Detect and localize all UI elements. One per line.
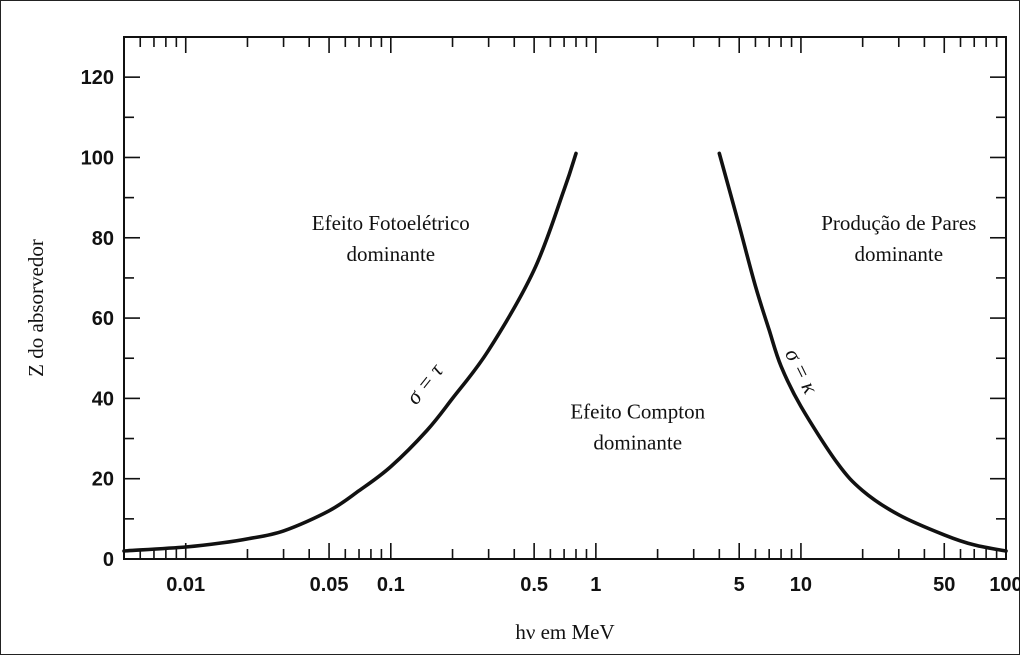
x-tick-label: 0.05 bbox=[310, 574, 349, 596]
series-label: σ = κ bbox=[780, 344, 824, 398]
plot-area bbox=[123, 36, 1007, 560]
y-axis-title: Z do absorvedor bbox=[24, 239, 48, 377]
x-tick-labels: 0.01 0.05 0.1 0.5 1 5 10 50 100 bbox=[166, 574, 1020, 596]
x-tick-label: 10 bbox=[790, 574, 812, 596]
y-tick-label: 0 bbox=[103, 549, 114, 571]
y-tick-label: 60 bbox=[92, 308, 114, 330]
y-tick-label: 40 bbox=[92, 388, 114, 410]
series-line bbox=[717, 151, 1008, 553]
x-tick-label: 0.01 bbox=[166, 574, 205, 596]
y-tick-label: 20 bbox=[92, 469, 114, 491]
x-tick-label: 1 bbox=[590, 574, 601, 596]
series-lines bbox=[122, 151, 1008, 553]
tick-marks bbox=[123, 36, 1007, 560]
series-label: σ = τ bbox=[401, 358, 449, 409]
x-tick-label: 5 bbox=[734, 574, 745, 596]
region-annotation-line: Produção de Pares bbox=[821, 211, 976, 235]
y-tick-label: 100 bbox=[81, 147, 114, 169]
region-annotation: Produção de Pares dominante bbox=[821, 211, 976, 266]
y-tick-label: 80 bbox=[92, 228, 114, 250]
y-tick-label: 120 bbox=[81, 67, 114, 89]
x-tick-label: 0.5 bbox=[520, 574, 548, 596]
region-annotation-line: Efeito Fotoelétrico bbox=[312, 211, 470, 235]
y-tick-labels: 0 20 40 60 80 100 120 bbox=[81, 67, 114, 571]
x-tick-label: 100 bbox=[989, 574, 1020, 596]
region-annotation-line: dominante bbox=[346, 242, 435, 266]
region-annotation-line: Efeito Compton bbox=[570, 399, 705, 423]
region-annotation-line: dominante bbox=[593, 430, 682, 454]
x-tick-label: 50 bbox=[933, 574, 955, 596]
region-annotation: Efeito Fotoelétrico dominante bbox=[312, 211, 470, 266]
region-annotation: Efeito Compton dominante bbox=[570, 399, 705, 454]
x-tick-label: 0.1 bbox=[377, 574, 405, 596]
x-axis-title: hν em MeV bbox=[515, 620, 614, 644]
series-line bbox=[122, 151, 578, 553]
region-annotation-line: dominante bbox=[854, 242, 943, 266]
